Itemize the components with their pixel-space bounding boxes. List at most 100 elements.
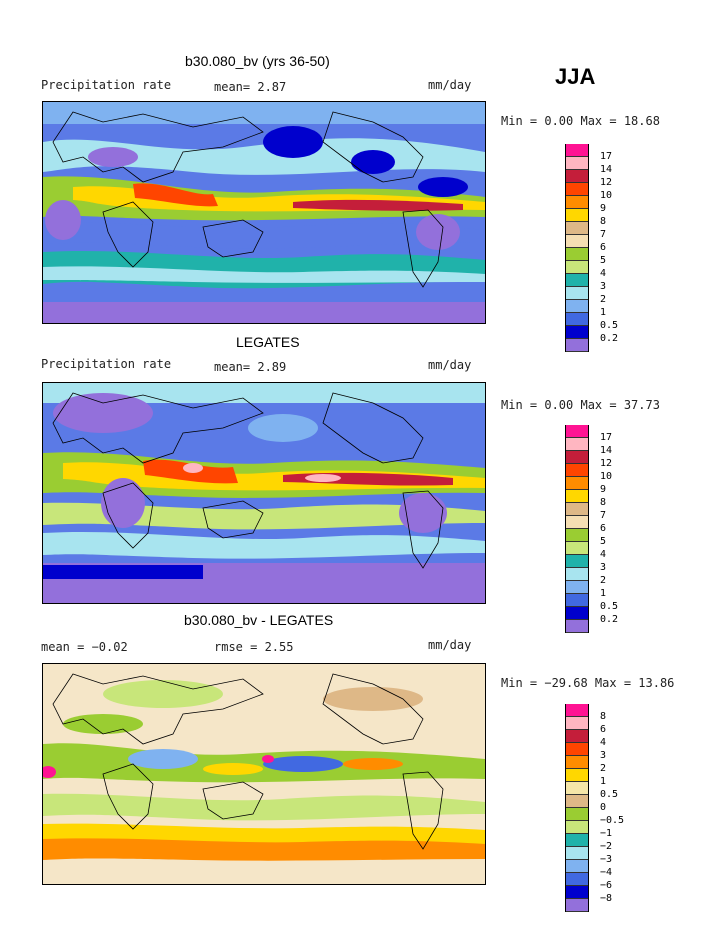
colorbar-label: 14 [600,164,613,175]
colorbar-label: 8 [600,497,607,508]
panel-1-colorbar: 17 14 12 10 9 8 7 6 5 4 3 2 1 0.5 0.2 [565,144,618,352]
colorbar-swatch [566,743,588,756]
colorbar-label: 6 [600,724,607,735]
colorbar-swatch [566,248,588,261]
colorbar-label: −3 [600,854,613,865]
colorbar-swatch [566,860,588,873]
colorbar-swatch [566,425,588,438]
colorbar-swatch [566,847,588,860]
colorbar-label: 0.5 [600,320,619,331]
panel-2-contour-field [43,383,485,603]
colorbar-swatch [566,769,588,782]
colorbar-label: 0.5 [600,601,619,612]
colorbar-label: 8 [600,216,607,227]
colorbar-label: −4 [600,867,613,878]
panel-2-map [42,382,486,604]
colorbar-label: 9 [600,203,607,214]
colorbar-swatch [566,326,588,339]
season-label: JJA [555,64,596,89]
panel-1-units: mm/day [428,78,472,92]
colorbar-swatch [566,620,588,633]
colorbar-label: 0.5 [600,789,619,800]
colorbar-label: 1 [600,307,607,318]
panel-1-variable-label: Precipitation rate [41,78,172,92]
panel-1-contour-field [43,102,485,323]
colorbar-label: 5 [600,536,607,547]
colorbar-swatch [566,555,588,568]
colorbar-swatch [566,222,588,235]
colorbar-label: 7 [600,229,607,240]
colorbar-label: 17 [600,432,613,443]
colorbar-label: 17 [600,151,613,162]
panel-3-min-max: Min = −29.68 Max = 13.86 [501,676,675,690]
colorbar-label: 1 [600,588,607,599]
panel-1-mean-label: mean= 2.87 [214,80,287,94]
panel-3-mean-label: mean = −0.02 [41,640,128,654]
colorbar-label: −6 [600,880,613,891]
colorbar-label: 2 [600,575,607,586]
panel-3-rmse-label: rmse = 2.55 [214,640,294,654]
colorbar-swatch [566,170,588,183]
colorbar-label: 0.2 [600,333,619,344]
colorbar-label: 14 [600,445,613,456]
colorbar-label: 2 [600,294,607,305]
panel-3-units: mm/day [428,638,472,652]
colorbar-swatch [566,157,588,170]
colorbar-swatch [566,313,588,326]
colorbar-label: 12 [600,177,613,188]
colorbar-swatch [566,886,588,899]
colorbar-swatch [566,196,588,209]
colorbar-swatch [566,607,588,620]
colorbar-swatch [566,782,588,795]
colorbar-swatch [566,717,588,730]
colorbar-label: 3 [600,562,607,573]
colorbar-swatch [566,235,588,248]
colorbar-label: 6 [600,523,607,534]
colorbar-label: 10 [600,190,613,201]
colorbar-label: 0.2 [600,614,619,625]
colorbar-label: −1 [600,828,613,839]
colorbar-label: −8 [600,893,613,904]
colorbar-swatch [566,730,588,743]
colorbar-label: −0.5 [600,815,625,826]
colorbar-label: 7 [600,510,607,521]
colorbar-swatch [566,477,588,490]
colorbar-label: −2 [600,841,613,852]
colorbar-swatch [566,339,588,352]
panel-2-colorbar: 17 14 12 10 9 8 7 6 5 4 3 2 1 0.5 0.2 [565,425,618,633]
colorbar-label: 9 [600,484,607,495]
colorbar-swatch [566,274,588,287]
colorbar-label: 1 [600,776,607,787]
colorbar-swatch [566,821,588,834]
colorbar-swatch [566,464,588,477]
colorbar-label: 4 [600,737,607,748]
colorbar-label: 12 [600,458,613,469]
colorbar-label: 4 [600,268,607,279]
panel-1-title: b30.080_bv (yrs 36-50) [185,53,330,69]
colorbar-swatch [566,542,588,555]
colorbar-swatch [566,808,588,821]
panel-3-colorbar: 8 6 4 3 2 1 0.5 0 −0.5 −1 −2 −3 −4 −6 −8 [565,704,624,912]
colorbar-swatch [566,529,588,542]
panel-3-title: b30.080_bv - LEGATES [184,612,334,628]
panel-2-mean-label: mean= 2.89 [214,360,287,374]
colorbar-swatch [566,581,588,594]
colorbar-swatch [566,438,588,451]
colorbar-swatch [566,795,588,808]
colorbar-swatch [566,144,588,157]
panel-2-units: mm/day [428,358,472,372]
colorbar-swatch [566,300,588,313]
colorbar-label: 4 [600,549,607,560]
colorbar-swatch [566,594,588,607]
colorbar-swatch [566,704,588,717]
colorbar-label: 8 [600,711,607,722]
colorbar-label: 10 [600,471,613,482]
colorbar-label: 3 [600,281,607,292]
colorbar-swatch [566,209,588,222]
colorbar-label: 0 [600,802,607,813]
colorbar-swatch [566,873,588,886]
colorbar-swatch [566,183,588,196]
colorbar-swatch [566,287,588,300]
panel-3-contour-field [43,664,485,884]
colorbar-swatch [566,568,588,581]
